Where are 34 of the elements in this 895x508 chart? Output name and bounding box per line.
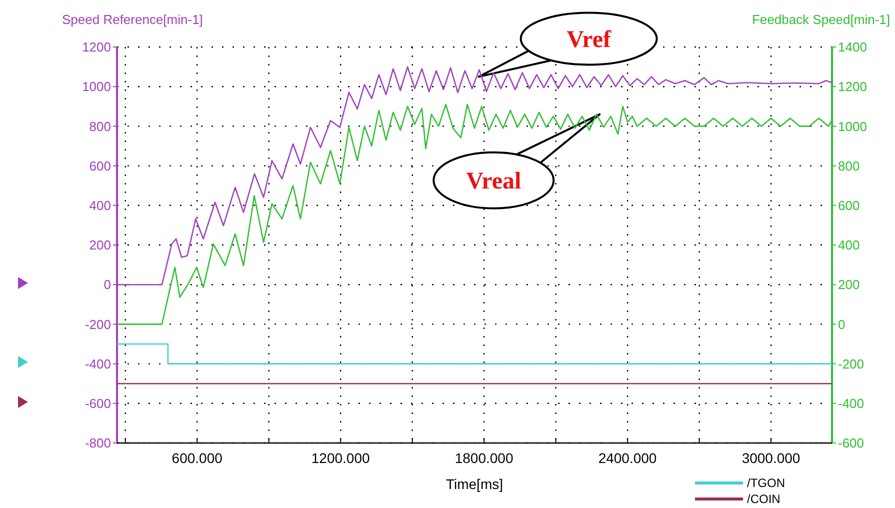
y-tick-label: 600 <box>89 158 111 174</box>
y-tick-label: 400 <box>89 198 111 213</box>
x-tick-label: 3000.000 <box>742 450 800 466</box>
y-tick-label: 1200 <box>82 40 111 55</box>
legend-label: /COIN <box>747 492 780 506</box>
y2-tick-label: 400 <box>838 238 860 253</box>
legend-label: /TGON <box>747 476 785 490</box>
y2-tick-label: 1400 <box>838 40 867 55</box>
x-tick-label: 600.000 <box>172 450 223 466</box>
y-axis-title: Speed Reference[min-1] <box>62 12 203 27</box>
y2-tick-label: 1000 <box>838 118 867 134</box>
y-tick-label: -800 <box>84 436 111 451</box>
y2-tick-label: -400 <box>838 396 864 411</box>
y-tick-label: -400 <box>84 356 111 372</box>
annotation: Vreal <box>466 168 522 195</box>
y2-tick-label: 0 <box>838 316 846 332</box>
y2-tick-label: -200 <box>838 356 864 372</box>
y-tick-label: 800 <box>89 118 111 134</box>
x-axis-title: Time[ms] <box>446 476 504 492</box>
x-tick-label: 1200.000 <box>311 450 370 466</box>
y-tick-label: 200 <box>89 238 111 253</box>
y-tick-label: -200 <box>84 316 111 332</box>
y2-tick-label: -600 <box>838 436 864 451</box>
y2-tick-label: 600 <box>838 198 860 213</box>
y2-axis-title: Feedback Speed[min-1] <box>752 12 890 27</box>
y2-tick-label: 800 <box>838 158 860 174</box>
y-tick-label: -600 <box>84 396 111 411</box>
y2-tick-label: 1200 <box>838 79 867 94</box>
x-tick-label: 2400.000 <box>598 450 657 466</box>
x-tick-label: 1800.000 <box>454 450 514 466</box>
annotation: Vref <box>566 27 612 54</box>
y-tick-label: 0 <box>104 277 111 292</box>
y-tick-label: 1000 <box>82 79 111 94</box>
y2-tick-label: 200 <box>838 277 860 292</box>
